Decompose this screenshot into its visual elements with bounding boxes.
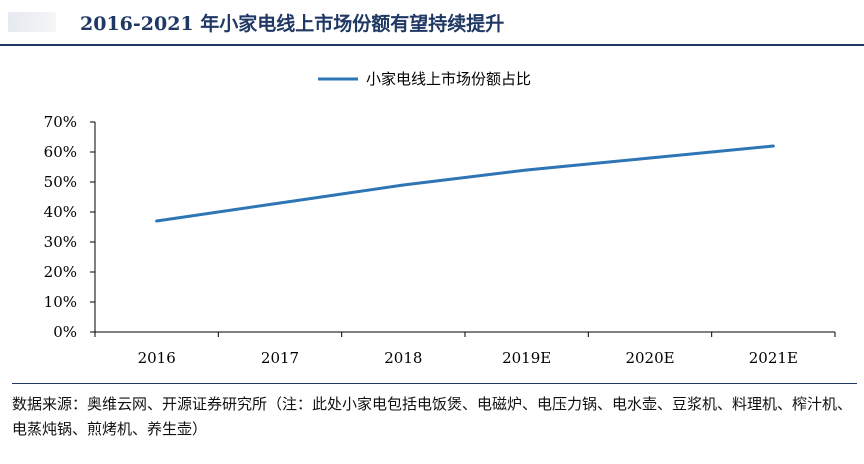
y-tick-label: 60% [44, 143, 77, 161]
legend-label: 小家电线上市场份额占比 [366, 70, 531, 88]
line-chart: 小家电线上市场份额占比 0% 10% 20% 30% 40% 50% 60% 70% 2016… [44, 70, 836, 367]
x-tick-label: 2016 [138, 349, 176, 367]
x-tick-label: 2019E [502, 349, 551, 367]
y-tick-label: 0% [53, 323, 77, 341]
data-point [278, 201, 282, 205]
data-point [772, 144, 775, 148]
data-point [648, 156, 652, 160]
source-note: 数据来源：奥维云网、开源证券研究所（注：此处小家电包括电饭煲、电磁炉、电压力锅、… [12, 383, 857, 442]
data-point [155, 219, 158, 223]
title-bar: 2016-2021 年小家电线上市场份额有望持续提升 [0, 0, 864, 46]
series-line [155, 144, 775, 223]
logo-icon [8, 12, 56, 32]
series-group [155, 144, 775, 223]
y-tick-label: 30% [44, 233, 77, 251]
y-tick-label: 50% [44, 173, 77, 191]
x-tick-label: 2021E [749, 349, 798, 367]
y-tick-label: 10% [44, 293, 77, 311]
y-axis: 0% 10% 20% 30% 40% 50% 60% 70% [44, 113, 96, 341]
x-axis: 2016 2017 2018 2019E 2020E 2021E [94, 331, 836, 367]
y-tick-label: 70% [44, 113, 77, 131]
legend: 小家电线上市场份额占比 [318, 70, 531, 88]
x-tick-label: 2017 [261, 349, 299, 367]
x-tick-label: 2020E [625, 349, 674, 367]
data-point [525, 168, 528, 172]
y-tick-label: 40% [44, 203, 77, 221]
data-point [402, 183, 405, 187]
y-tick-label: 20% [44, 263, 77, 281]
x-tick-label: 2018 [384, 349, 422, 367]
page-title: 2016-2021 年小家电线上市场份额有望持续提升 [80, 13, 505, 35]
